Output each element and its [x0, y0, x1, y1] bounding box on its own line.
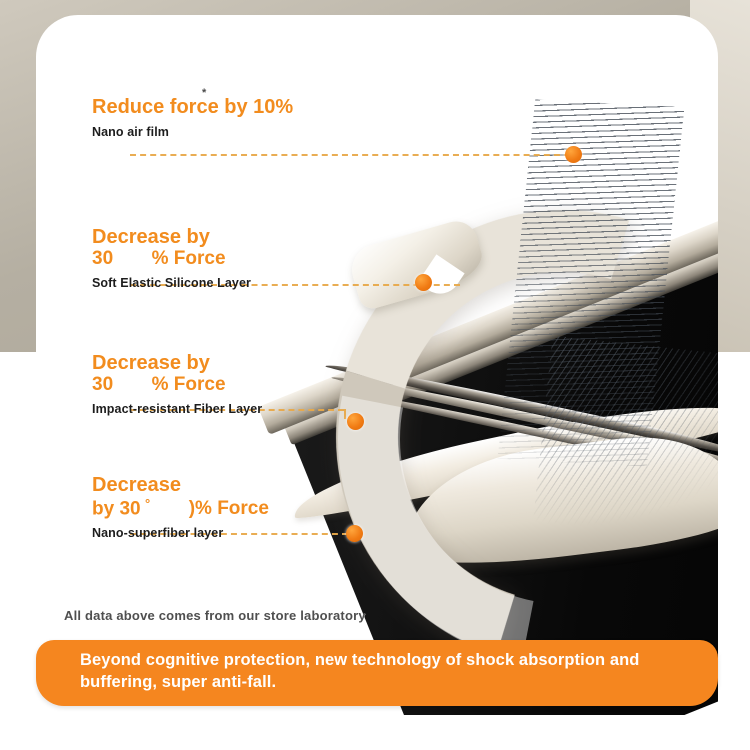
callout-sublabel: Nano-superfiber layer: [92, 526, 224, 541]
callout-nano-superfiber-layer: Decrease by 30 ° )% Force Nano-superfibe…: [92, 475, 422, 542]
asterisk-icon: *: [202, 87, 207, 99]
footer-banner-text: Beyond cognitive protection, new technol…: [80, 651, 640, 692]
marker-dot-nano-superfiber-layer: [346, 525, 363, 542]
callout-sublabel: Nano air film: [92, 125, 170, 139]
leader-line-impact-resistant-fiber-layer: [130, 409, 344, 411]
callout-soft-elastic-silicone-layer: Decrease by 30 % Force Soft Elastic Sili…: [92, 227, 422, 292]
leader-line-nano-superfiber-layer: [130, 533, 348, 535]
marker-dot-soft-elastic-silicone-layer: [415, 274, 432, 291]
lab-disclaimer: All data above comes from our store labo…: [64, 608, 366, 623]
marker-dot-nano-air-film: [565, 146, 582, 163]
marker-dot-impact-resistant-fiber-layer: [347, 413, 364, 430]
callout-headline: * Reduce force by 10%: [92, 87, 294, 118]
callout-headline: Decrease by 30 ° )% Force: [92, 474, 269, 520]
degree-symbol: °: [145, 496, 151, 511]
callout-headline: Decrease by 30 % Force: [92, 352, 226, 395]
leader-line-nano-air-film: [130, 154, 570, 156]
callout-nano-air-film: * Reduce force by 10% Nano air film: [92, 87, 422, 141]
callout-impact-resistant-fiber-layer: Decrease by 30 % Force Impact-resistant …: [92, 353, 422, 418]
callout-sublabel: Soft Elastic Silicone Layer: [92, 275, 252, 290]
callout-sublabel: Impact-resistant Fiber Layer: [92, 401, 263, 416]
callout-headline: Decrease by 30 % Force: [92, 226, 226, 269]
content-card: * Reduce force by 10% Nano air film Decr…: [36, 15, 718, 715]
leader-line-soft-elastic-silicone-layer: [130, 284, 460, 286]
footer-banner: Beyond cognitive protection, new technol…: [36, 640, 718, 706]
leader-line-impact-drop: [344, 409, 346, 419]
